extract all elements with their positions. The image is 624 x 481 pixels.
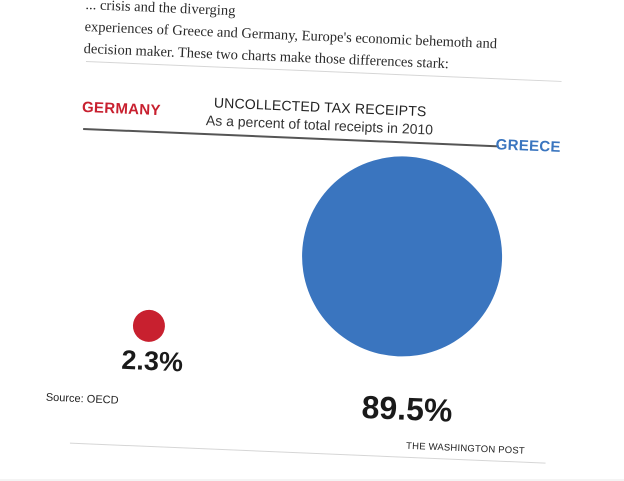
credit-note: THE WASHINGTON POST (405, 440, 526, 457)
bubble-chart (132, 156, 503, 357)
germany-label: GERMANY (81, 98, 162, 120)
source-note: Source: OECD (45, 391, 119, 407)
value-label-greece: 89.5% (360, 388, 454, 429)
chart-graphic: GERMANY UNCOLLECTED TAX RECEIPTS As a pe… (45, 60, 562, 481)
bubble-greece (302, 156, 503, 357)
value-label-germany: 2.3% (120, 344, 184, 378)
bubble-germany (132, 309, 165, 342)
